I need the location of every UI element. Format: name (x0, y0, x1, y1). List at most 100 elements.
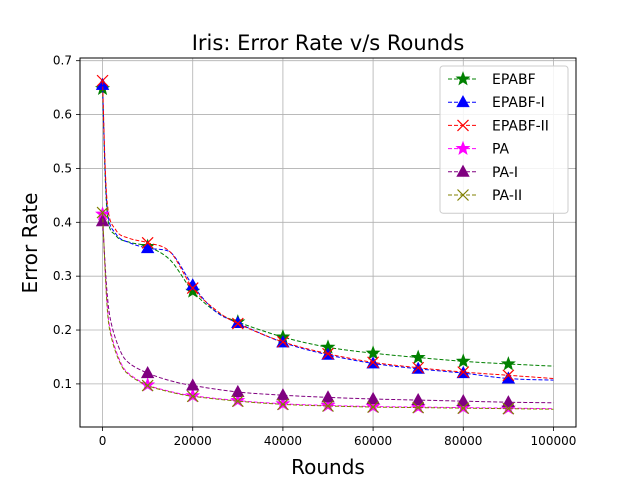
legend-marker (457, 119, 469, 132)
series-pa-i (95, 214, 554, 408)
series-epabf-ii (96, 74, 554, 382)
y-tick-label: 0.2 (53, 323, 72, 337)
data-point-pa (230, 392, 246, 407)
data-point-epabf (410, 349, 426, 364)
series-line-epabf-i (102, 84, 554, 381)
data-point-epabf-ii (276, 335, 289, 348)
legend-label: EPABF-I (492, 95, 545, 111)
series-line-pa (102, 214, 554, 410)
marker-x-stroke (457, 402, 470, 415)
data-point-pa-ii (186, 390, 199, 403)
data-point-pa-ii (322, 400, 334, 412)
data-point-epabf (500, 356, 516, 371)
legend-item-epabf: EPABF (448, 71, 536, 88)
data-point-pa-ii (231, 395, 244, 408)
legend-marker (455, 71, 471, 86)
legend-label: PA (492, 142, 510, 158)
legend-item-epabf-i: EPABF-I (448, 95, 545, 111)
data-point-pa-ii (276, 398, 289, 411)
marker-x-stroke (457, 119, 469, 132)
data-point-epabf-ii (186, 282, 199, 294)
data-point-epabf-ii (96, 74, 109, 87)
data-point-epabf-ii (412, 361, 425, 374)
series-line-pa-ii (102, 212, 554, 410)
y-tick-label: 0.7 (53, 54, 72, 68)
marker-x-stroke (502, 402, 515, 415)
marker-x-stroke (457, 189, 469, 201)
marker-x-stroke (231, 317, 244, 330)
data-point-pa-i (231, 384, 245, 397)
series-line-pa-i (102, 221, 554, 404)
y-tick-label: 0.6 (53, 108, 72, 122)
y-tick-label: 0.3 (53, 269, 72, 283)
legend-label: EPABF (492, 72, 536, 88)
marker-x-stroke (276, 335, 289, 348)
series-pa-ii (96, 206, 554, 415)
data-point-pa-ii (96, 206, 109, 219)
marker-x-stroke (457, 366, 470, 378)
series-line-epabf-ii (102, 80, 554, 380)
legend-label: EPABF-II (492, 118, 549, 134)
y-tick-label: 0.5 (53, 161, 72, 175)
data-point-epabf-ii (457, 366, 470, 378)
marker-x-stroke (96, 74, 109, 87)
data-point-pa-i (501, 395, 516, 408)
legend-item-pa-i: PA-I (448, 164, 518, 181)
x-tick-label: 80000 (444, 434, 482, 448)
data-point-epabf-i (140, 241, 155, 254)
marker-x-stroke (322, 400, 334, 412)
x-tick-label: 60000 (354, 434, 392, 448)
data-point-pa-ii (367, 401, 380, 413)
data-point-epabf-ii (141, 236, 154, 249)
legend-box (439, 65, 569, 214)
data-point-pa (365, 398, 381, 413)
data-point-pa (320, 397, 336, 412)
data-point-pa (275, 395, 291, 411)
data-point-epabf (455, 353, 471, 368)
y-axis-label: Error Rate (18, 193, 42, 294)
x-axis-label: Rounds (291, 455, 365, 479)
data-point-epabf-ii (367, 356, 380, 369)
legend-item-epabf-ii: EPABF-II (448, 118, 549, 134)
x-tick-label: 0 (99, 434, 107, 448)
y-tick-label: 0.4 (53, 215, 72, 229)
marker-x-stroke (502, 369, 515, 382)
data-point-epabf-ii (502, 369, 515, 382)
legend-item-pa-ii: PA-II (448, 188, 522, 204)
data-point-pa-i (321, 390, 335, 403)
data-point-pa-ii (502, 402, 515, 415)
x-tick-label: 20000 (174, 434, 212, 448)
marker-x-stroke (96, 206, 109, 219)
marker-x-stroke (322, 347, 334, 360)
marker-x-stroke (186, 282, 199, 294)
x-tick-label: 40000 (264, 434, 302, 448)
legend-marker (457, 189, 469, 201)
legend: EPABF EPABF-I EPABF-II PA PA-I PA-II (439, 65, 569, 214)
marker-x-stroke (412, 361, 425, 374)
legend-item-pa: PA (448, 140, 510, 158)
x-tick-label: 100000 (531, 434, 577, 448)
series-layer (95, 74, 554, 415)
marker-x-stroke (231, 395, 244, 408)
data-point-epabf-ii (322, 347, 334, 360)
marker-x-stroke (367, 356, 380, 369)
data-point-pa-i (276, 388, 290, 401)
data-point-pa-ii (412, 401, 425, 414)
data-point-pa-i (411, 392, 425, 406)
data-point-pa (185, 387, 201, 403)
data-point-pa-i (186, 378, 200, 391)
data-point-pa-i (456, 394, 470, 407)
data-point-epabf (365, 345, 381, 360)
axis-ticks: 0 20000 40000 60000 80000 100000 0.1 0.2 0.3 0.4 0… (53, 54, 576, 448)
marker-x-stroke (186, 390, 199, 403)
data-point-epabf-ii (231, 317, 244, 330)
legend-marker (456, 95, 470, 108)
marker-x-stroke (141, 379, 154, 392)
chart-title: Iris: Error Rate v/s Rounds (192, 31, 465, 55)
legend-label: PA-II (492, 188, 522, 204)
data-point-pa-i (140, 366, 155, 379)
data-point-pa-ii (141, 379, 154, 392)
data-point-pa-i (366, 391, 380, 404)
legend-marker (455, 140, 471, 155)
plot-frame (79, 57, 577, 428)
